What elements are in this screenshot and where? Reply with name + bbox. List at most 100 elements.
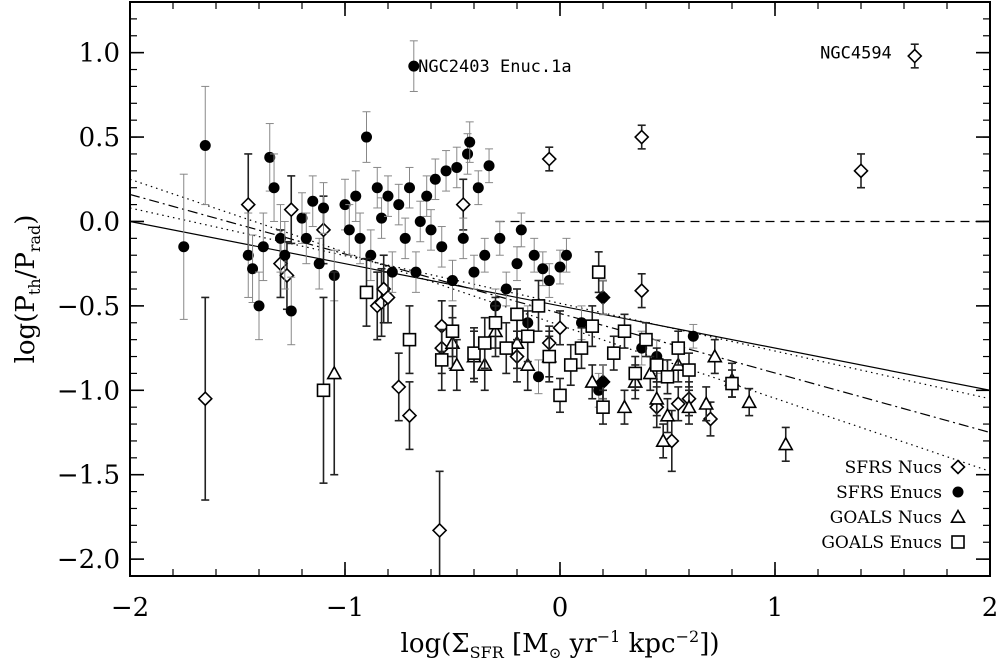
data-point [431,522,448,539]
data-point [307,195,319,207]
legend-label: GOALS Nucs [830,508,942,528]
series-sfrs-enucs [178,40,699,408]
data-point [660,369,675,384]
data-point [300,232,312,244]
data-point [591,265,606,279]
data-point [279,249,291,261]
data-point [382,190,394,202]
data-point [414,215,426,227]
data-point [425,224,437,236]
y-tick-label: −1.5 [57,461,120,491]
data-point [318,202,329,214]
data-point [429,173,441,185]
series-goals-nucs [326,271,794,476]
data-point [576,317,587,329]
data-point [445,324,460,339]
data-point [777,436,794,451]
data-point [440,165,452,177]
data-point [343,224,355,236]
data-point [741,393,758,409]
data-point [408,60,420,72]
data-point [448,356,465,371]
data-point [515,224,527,236]
data-point [447,275,458,287]
data-point [649,358,664,372]
fit-line-dotted [130,207,990,400]
data-point [606,346,621,360]
data-point [597,376,609,388]
axis-ticks: −2 −1 0 1 2 −2.0 −1.5 −1.0 −0.5 0.0 0.5 1.0 [57,1,999,623]
data-point [616,399,633,414]
data-point [457,232,469,244]
data-point [361,131,372,143]
y-tick-label: −1.0 [57,376,120,406]
x-tick-label: −1 [326,593,364,623]
y-tick-label: 0.5 [79,123,120,153]
data-point [639,332,653,347]
data-point [541,151,557,167]
x-tick-label: 1 [767,593,784,623]
data-point [552,320,568,336]
x-tick-label: −2 [111,593,149,623]
data-point [687,330,699,342]
data-point [359,285,374,300]
data-point [500,283,512,295]
data-point [462,148,474,160]
data-point [617,324,632,339]
data-point [467,346,481,360]
data-point [520,329,535,344]
legend-marker [952,486,964,498]
data-point [253,300,265,312]
y-tick-label: 1.0 [79,39,120,69]
x-axis-title: log(ΣSFR [M⊙ yr−1 kpc−2]) [401,627,720,662]
legend-label: GOALS Enucs [821,533,942,553]
y-tick-label: 0.0 [79,207,120,237]
data-point [326,365,343,380]
data-point [681,399,697,414]
series-goals-enucs [316,251,739,484]
legend-marker [950,508,966,524]
data-point [528,249,540,261]
data-point [399,232,411,244]
data-point [682,363,696,377]
data-point [499,341,514,355]
data-point [553,388,567,403]
data-point [285,305,297,317]
data-point [563,358,578,372]
series-sfrs-nucs [197,43,923,576]
data-point [519,356,536,371]
data-point [554,261,566,273]
data-point [659,407,676,422]
data-points [178,40,923,576]
data-point [648,390,665,405]
legend-label: SFRS Nucs [845,458,942,478]
x-tick-label: 2 [982,593,999,623]
x-tick-label: 0 [552,593,569,623]
data-point [907,48,923,64]
data-point [240,196,256,213]
data-point [468,266,480,278]
data-point [853,163,869,179]
data-point [199,140,211,151]
data-point [725,376,739,391]
data-point [477,336,492,350]
data-point [628,366,643,381]
data-point [511,258,523,270]
legend-marker [951,535,965,549]
legend: SFRS Nucs SFRS Enucs GOALS Nucs GOALS Enucs [821,458,966,553]
data-point [380,289,396,306]
data-point [533,371,544,383]
data-point [257,241,269,253]
data-point [531,299,546,313]
data-point [268,182,280,194]
data-point [296,212,308,224]
data-point [410,266,422,278]
y-tick-label: −2.0 [57,545,120,575]
data-point [560,249,572,261]
data-point [634,283,650,299]
data-point [706,348,723,363]
y-axis-title: log(Pth/Prad) [11,215,44,364]
data-point [434,353,449,367]
data-point [350,190,362,202]
